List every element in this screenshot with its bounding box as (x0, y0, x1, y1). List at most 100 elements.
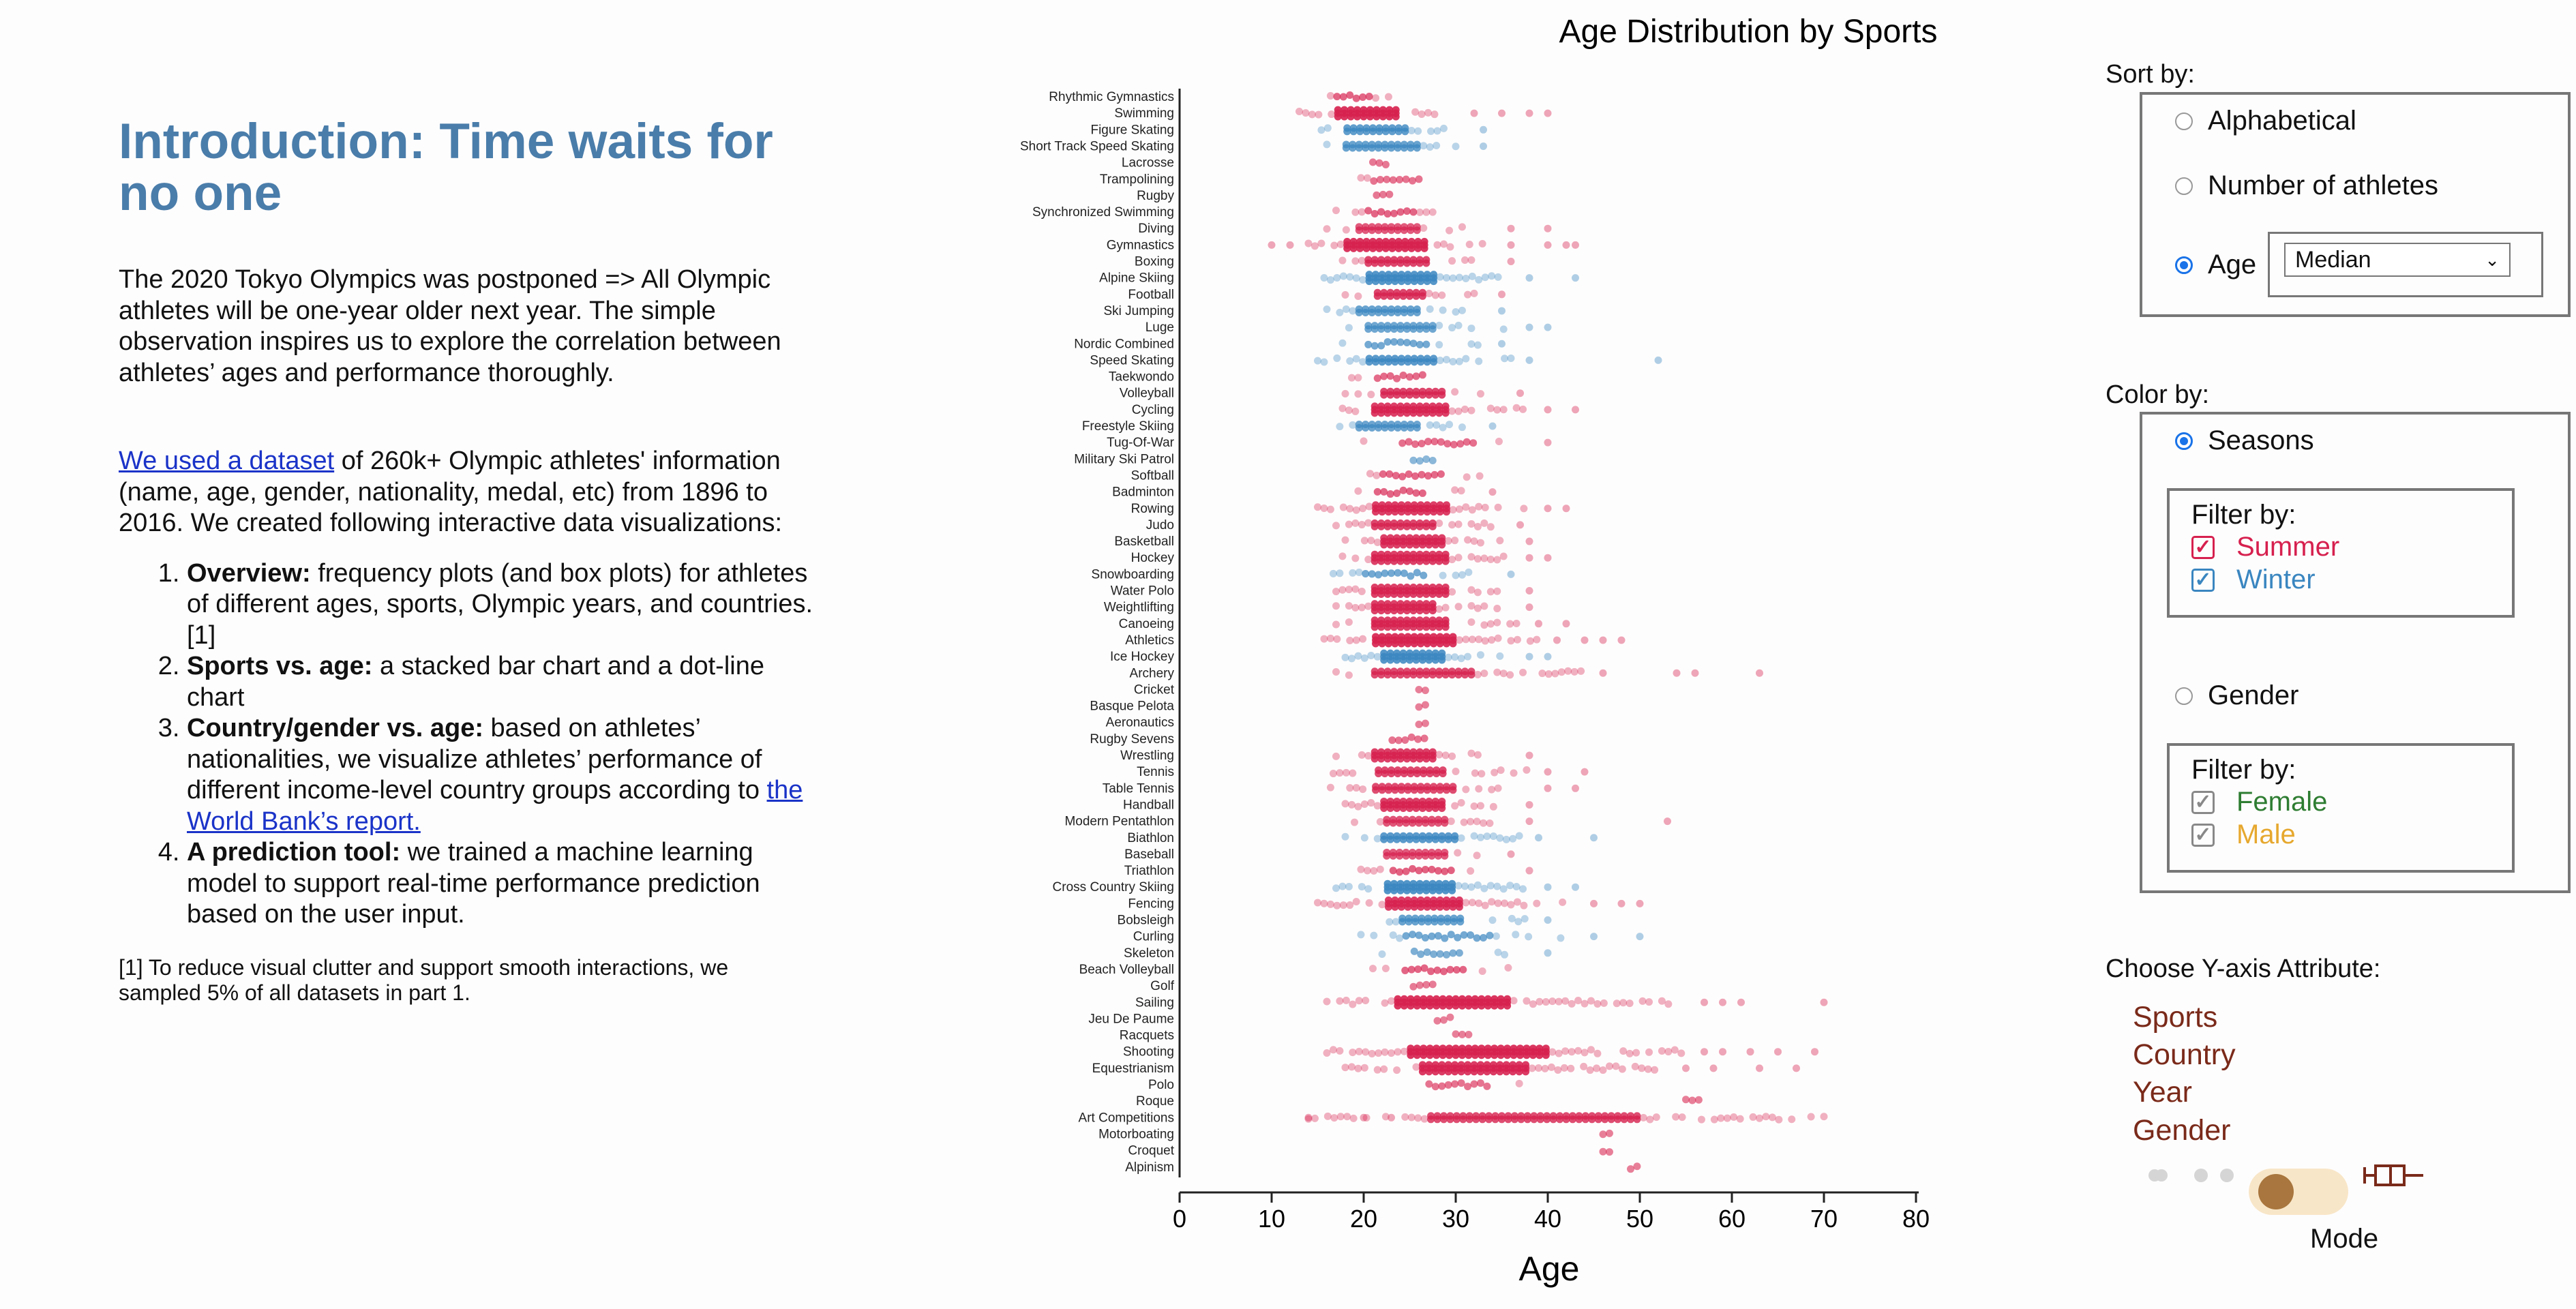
athlete-dot (1378, 358, 1386, 366)
athlete-dot (1394, 1048, 1402, 1056)
athlete-dot (1418, 1068, 1426, 1076)
radio-icon[interactable] (2175, 432, 2193, 450)
athlete-dot (1383, 590, 1392, 598)
yaxis-option-year[interactable]: Year (2133, 1076, 2192, 1109)
athlete-dot (1368, 226, 1376, 235)
athlete-dot (1383, 337, 1392, 346)
athlete-dot (1480, 554, 1488, 562)
male-checkbox[interactable]: ✓ Male (2191, 819, 2296, 850)
dataset-link[interactable]: We used a dataset (119, 447, 335, 475)
athlete-dot (1390, 886, 1398, 894)
yaxis-option-sports[interactable]: Sports (2133, 1001, 2218, 1034)
athlete-dot (1343, 244, 1351, 252)
athlete-dot (1409, 671, 1418, 679)
athlete-dot (1370, 931, 1378, 939)
color-gender[interactable]: Gender (2175, 680, 2298, 711)
athlete-dot (1439, 240, 1448, 248)
female-checkbox[interactable]: ✓ Female (2191, 787, 2327, 817)
athlete-dot (1452, 1051, 1460, 1059)
athlete-dot (1397, 903, 1405, 911)
color-seasons[interactable]: Seasons (2175, 425, 2314, 456)
athlete-dot (1443, 918, 1452, 926)
sport-label: Polo (1148, 1078, 1174, 1092)
checkbox-icon[interactable]: ✓ (2191, 823, 2215, 847)
list-item: A prediction tool: we trained a machine … (187, 837, 814, 931)
athlete-dot (1448, 752, 1456, 760)
athlete-dot (1323, 305, 1331, 314)
athlete-dot (1501, 899, 1509, 907)
athlete-dot (1448, 588, 1456, 596)
athlete-dot (1538, 669, 1546, 678)
checkbox-icon[interactable]: ✓ (2191, 790, 2215, 814)
summer-checkbox[interactable]: ✓ Summer (2191, 532, 2339, 562)
athlete-dot (1451, 486, 1459, 494)
athlete-dot (1438, 541, 1446, 549)
athlete-dot (1428, 325, 1437, 333)
athlete-dot (1520, 901, 1528, 909)
athlete-dot (1365, 358, 1373, 366)
athlete-dot (1320, 358, 1328, 366)
athlete-dot (1410, 640, 1418, 648)
athlete-dot (1369, 158, 1377, 166)
athlete-dot (1494, 273, 1502, 281)
athlete-dot (1347, 800, 1356, 809)
athlete-dot (1501, 355, 1509, 363)
athlete-dot (1332, 667, 1340, 676)
age-statistic-select[interactable]: Median ⌄ (2284, 243, 2511, 277)
outlier-dot (1525, 603, 1533, 612)
athlete-dot (1536, 997, 1544, 1006)
athlete-dot (1504, 1115, 1512, 1124)
radio-icon[interactable] (2175, 687, 2193, 705)
athlete-dot (1486, 620, 1495, 628)
winter-checkbox[interactable]: ✓ Winter (2191, 565, 2316, 595)
athlete-dot (1400, 1047, 1408, 1055)
athlete-dot (1454, 882, 1463, 890)
sort-alphabetical[interactable]: Alphabetical (2175, 106, 2356, 136)
checkbox-icon[interactable]: ✓ (2191, 535, 2215, 559)
athlete-dot (1396, 852, 1404, 860)
mode-toggle-knob[interactable] (2258, 1174, 2294, 1209)
sport-label: Baseball (1124, 847, 1174, 862)
athlete-dot (1428, 886, 1437, 894)
athlete-dot (1451, 653, 1459, 661)
athlete-dot (1548, 997, 1557, 1006)
sport-label: Bobsleigh (1118, 914, 1174, 928)
athlete-dot (1400, 226, 1408, 235)
yaxis-option-country[interactable]: Country (2133, 1038, 2236, 1071)
athlete-dot (1503, 1002, 1512, 1010)
athlete-dot (1452, 571, 1460, 580)
athlete-dot (1491, 1051, 1499, 1059)
athlete-dot (1561, 997, 1570, 1005)
radio-icon[interactable] (2175, 112, 2193, 130)
athlete-dot (1633, 1115, 1641, 1124)
athlete-dot (1467, 749, 1476, 757)
yaxis-option-gender[interactable]: Gender (2133, 1114, 2231, 1147)
athlete-dot (1522, 1068, 1530, 1076)
athlete-dot (1473, 555, 1482, 563)
athlete-dot (1507, 901, 1515, 909)
athlete-dot (1418, 440, 1426, 448)
athlete-dot (1360, 112, 1368, 121)
sort-number-of-athletes[interactable]: Number of athletes (2175, 170, 2438, 201)
athlete-dot (1388, 424, 1395, 432)
athlete-dot (1396, 338, 1405, 346)
athlete-dot (1415, 867, 1423, 875)
athlete-dot (1346, 505, 1354, 513)
sport-label: Rugby (1137, 189, 1174, 203)
radio-icon[interactable] (2175, 256, 2193, 274)
sort-age[interactable]: Age (2175, 250, 2256, 280)
x-tick-label: 20 (1350, 1205, 1377, 1233)
athlete-dot (1383, 409, 1392, 417)
outlier-dot (1590, 899, 1598, 907)
athlete-dot (1501, 950, 1509, 959)
radio-icon[interactable] (2175, 177, 2193, 195)
athlete-dot (1404, 640, 1412, 648)
athlete-dot (1438, 656, 1446, 664)
athlete-dot (1730, 1113, 1738, 1121)
athlete-dot (1416, 208, 1424, 216)
athlete-dot (1437, 438, 1445, 446)
athlete-dot (1467, 256, 1476, 264)
athlete-dot (1394, 424, 1402, 432)
checkbox-icon[interactable]: ✓ (2191, 568, 2215, 592)
world-bank-link[interactable]: the World Bank’s report. (187, 776, 803, 836)
